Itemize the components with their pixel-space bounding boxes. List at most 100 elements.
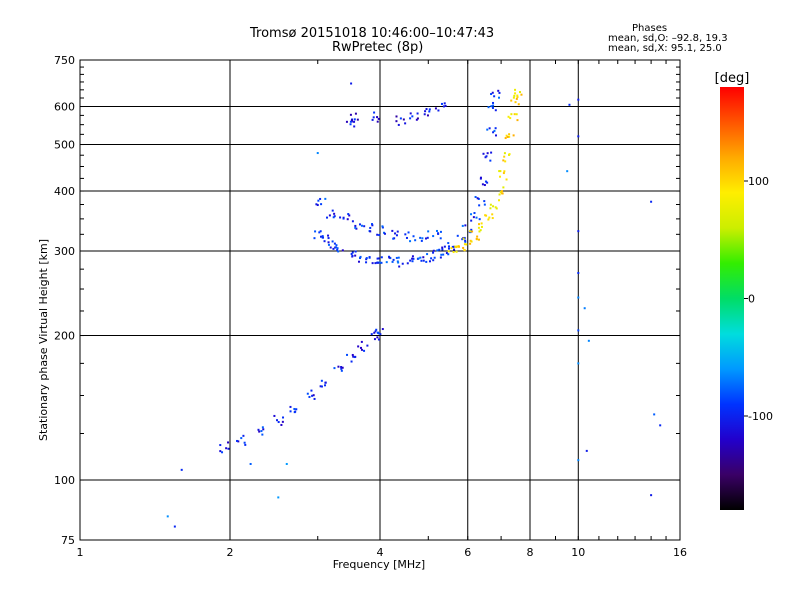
data-point (411, 257, 414, 260)
data-point (437, 109, 440, 112)
data-point (411, 115, 414, 118)
data-point (219, 450, 222, 453)
data-point (359, 255, 362, 258)
x-tick-label: 8 (527, 546, 534, 559)
data-point (314, 230, 317, 233)
x-tick-label: 10 (571, 546, 585, 559)
data-point (358, 223, 361, 226)
data-point (432, 251, 435, 254)
data-point (365, 257, 368, 260)
data-point (487, 106, 490, 109)
data-point (407, 231, 410, 234)
data-point (436, 249, 439, 252)
data-point (347, 213, 350, 216)
data-point (365, 258, 368, 261)
data-point (293, 411, 296, 414)
data-point (462, 246, 465, 249)
data-point (315, 203, 318, 206)
data-point (468, 230, 471, 233)
data-point (350, 119, 353, 122)
data-point (464, 239, 467, 242)
data-point (262, 428, 265, 431)
data-point (475, 237, 478, 240)
data-point (490, 105, 493, 108)
data-point (494, 109, 497, 112)
data-point (372, 116, 375, 119)
data-point (219, 444, 222, 447)
data-point (333, 212, 336, 215)
data-point (336, 249, 339, 252)
data-point (423, 113, 426, 116)
data-point (492, 104, 495, 107)
data-point (340, 365, 343, 368)
data-point (409, 259, 412, 262)
data-point (457, 245, 460, 248)
data-point (240, 437, 243, 440)
data-point (419, 256, 422, 259)
data-point (404, 122, 407, 125)
data-point (502, 186, 505, 189)
y-axis-label: Stationary phase Virtual Height [km] (37, 239, 50, 441)
data-point (514, 101, 517, 104)
data-point (499, 190, 502, 193)
data-point (455, 250, 458, 253)
y-tick-label: 300 (54, 245, 75, 258)
data-point (346, 353, 349, 356)
data-point (316, 152, 319, 155)
data-point (447, 242, 450, 245)
data-point (306, 392, 309, 395)
data-point (411, 255, 414, 258)
data-point (376, 257, 379, 260)
data-point (497, 199, 500, 202)
data-point (371, 224, 374, 227)
data-point (360, 224, 363, 227)
data-point (489, 203, 492, 206)
data-point (339, 216, 342, 219)
data-point (443, 102, 446, 105)
data-point (416, 112, 419, 115)
data-point (653, 413, 656, 416)
data-point (377, 338, 380, 341)
data-point (476, 197, 479, 200)
data-point (395, 234, 398, 237)
data-point (324, 197, 327, 200)
data-point (371, 118, 374, 121)
data-point (244, 443, 247, 446)
data-point (453, 245, 456, 248)
data-point (483, 200, 486, 203)
data-point (376, 120, 379, 123)
data-point (502, 159, 505, 162)
data-point (395, 115, 398, 118)
data-point (583, 307, 586, 310)
data-point (376, 116, 379, 119)
data-point (243, 441, 246, 444)
data-point (350, 360, 353, 363)
data-point (492, 101, 495, 104)
data-point (472, 216, 475, 219)
data-point (587, 339, 590, 342)
data-point (402, 118, 405, 121)
data-point (323, 240, 326, 243)
data-point (577, 329, 580, 332)
data-point (388, 256, 391, 259)
y-tick-label: 400 (54, 185, 75, 198)
data-point (340, 369, 343, 372)
data-point (479, 229, 482, 232)
data-point (515, 97, 518, 100)
data-point (504, 137, 507, 140)
data-point (369, 230, 372, 233)
data-point (236, 439, 239, 442)
data-point (432, 235, 435, 238)
data-point (380, 261, 383, 264)
y-tick-label: 100 (54, 474, 75, 487)
data-point (492, 205, 495, 208)
data-point (409, 117, 412, 120)
data-point (357, 345, 360, 348)
data-point (435, 229, 438, 232)
data-point (334, 246, 337, 249)
data-point (317, 199, 320, 202)
data-point (493, 129, 496, 132)
data-point (404, 233, 407, 236)
data-point (378, 261, 381, 264)
